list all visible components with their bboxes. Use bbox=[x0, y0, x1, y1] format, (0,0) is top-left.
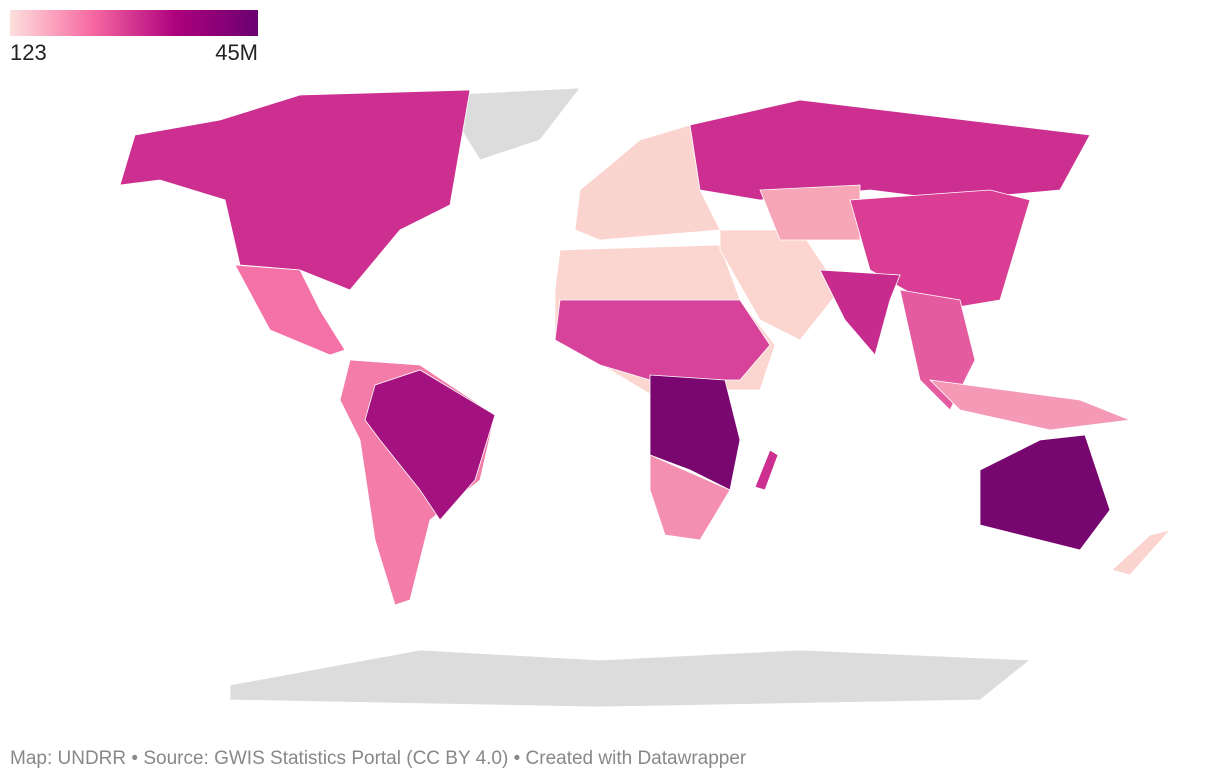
region bbox=[649, 454, 731, 541]
region bbox=[759, 184, 861, 241]
region bbox=[554, 299, 771, 381]
legend-min: 123 bbox=[10, 40, 47, 65]
region bbox=[119, 89, 471, 291]
legend-max: 45M bbox=[215, 40, 258, 65]
legend-gradient bbox=[10, 10, 258, 36]
region bbox=[229, 649, 1032, 708]
region bbox=[234, 264, 346, 356]
region bbox=[754, 449, 779, 491]
region bbox=[819, 269, 901, 356]
region bbox=[439, 87, 581, 161]
legend: 123 45M bbox=[10, 10, 258, 65]
region bbox=[574, 124, 721, 241]
legend-bar bbox=[10, 10, 258, 36]
world-map bbox=[119, 87, 1172, 708]
region bbox=[689, 99, 1091, 201]
region bbox=[979, 434, 1111, 551]
region bbox=[928, 379, 1131, 431]
footer: Map: UNDRR • Source: GWIS Statistics Por… bbox=[10, 748, 747, 769]
region bbox=[1111, 529, 1172, 576]
region bbox=[364, 369, 496, 521]
